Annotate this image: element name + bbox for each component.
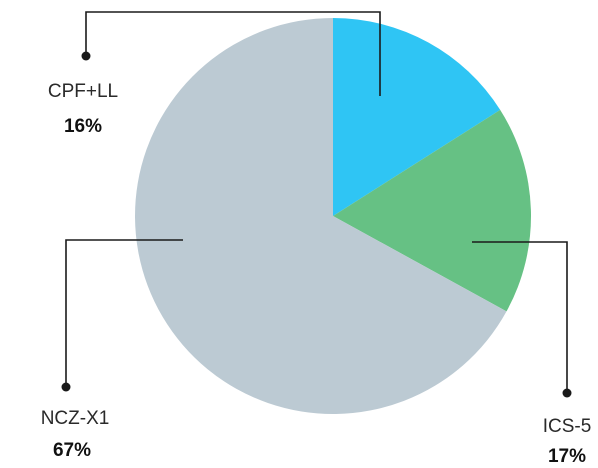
leader-dot-cpf-ll xyxy=(81,51,91,61)
slice-label-ics-5: ICS-5 xyxy=(543,416,592,437)
pie-slice-ics-5 xyxy=(333,109,532,312)
pie-slices xyxy=(135,18,532,415)
leader-line-cpf-ll xyxy=(85,11,381,96)
slice-value-ics-5: 17% xyxy=(548,446,586,467)
leader-dot-ncz-x1 xyxy=(61,382,71,392)
slice-label-cpf-ll: CPF+LL xyxy=(48,81,118,102)
pie-slice-cpf-ll xyxy=(333,18,501,216)
pie-slice-ncz-x1 xyxy=(135,18,507,415)
leader-dot-ics-5 xyxy=(562,388,572,398)
leader-line-ncz-x1 xyxy=(65,239,183,387)
slice-value-cpf-ll: 16% xyxy=(64,116,102,137)
slice-value-ncz-x1: 67% xyxy=(53,440,91,461)
slice-label-ncz-x1: NCZ-X1 xyxy=(41,408,110,429)
leader-line-ics-5 xyxy=(472,241,568,393)
